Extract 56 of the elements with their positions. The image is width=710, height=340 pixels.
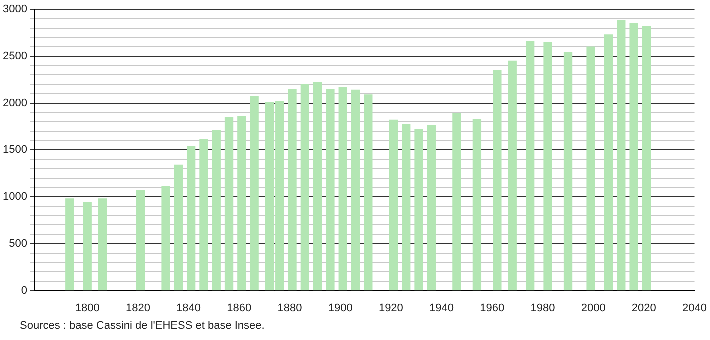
bar (66, 198, 74, 291)
x-tick-label: 1880 (278, 302, 302, 314)
bar (493, 70, 502, 291)
y-tick-label: 2500 (2, 50, 28, 62)
bar (186, 146, 196, 291)
bar (402, 124, 411, 291)
x-tick-label: 1800 (75, 302, 100, 314)
x-tick-label: 1940 (430, 302, 454, 314)
bar (472, 118, 482, 291)
bar (98, 198, 108, 291)
x-tick-label: 1840 (176, 302, 202, 314)
x-tick-label: 1980 (530, 302, 556, 314)
bar (564, 52, 573, 291)
x-tick-label: 1900 (328, 302, 353, 314)
x-tick-label: 1960 (480, 302, 505, 314)
bar (544, 42, 552, 291)
y-tick-label: 3000 (2, 4, 28, 16)
bar (389, 120, 398, 291)
x-tick-label: 1860 (227, 302, 252, 314)
bar (83, 202, 92, 291)
x-tick-label: 2000 (581, 302, 606, 314)
y-tick-label: 1000 (2, 191, 28, 204)
bar (174, 164, 184, 291)
y-tick-label: 2000 (2, 97, 28, 110)
bar (224, 117, 234, 291)
bar (427, 126, 436, 291)
bar (326, 88, 335, 291)
y-tick-label: 1500 (2, 144, 28, 156)
bar (630, 23, 638, 291)
bar (300, 84, 310, 291)
source-note: Sources : base Cassini de l'EHESS et base Insee. (20, 320, 265, 332)
x-tick-label: 2040 (682, 302, 708, 314)
bar (604, 34, 614, 291)
bar (338, 87, 348, 291)
x-tick-label: 1920 (378, 302, 404, 314)
bar (250, 96, 259, 291)
x-tick-label: 1820 (126, 302, 150, 314)
bar (351, 90, 360, 291)
bar (586, 46, 596, 291)
bar (136, 190, 146, 291)
bar (364, 94, 373, 291)
bar (238, 116, 246, 291)
bar (288, 88, 297, 291)
bar (642, 26, 652, 291)
bar (526, 41, 535, 291)
bar (313, 82, 322, 291)
bar (452, 113, 462, 291)
bar (212, 130, 221, 291)
y-tick-label: 500 (9, 238, 28, 250)
bar (414, 129, 424, 291)
x-tick-label: 2020 (632, 302, 656, 314)
bar (508, 60, 517, 291)
bar (200, 140, 208, 291)
y-tick-label: 0 (21, 284, 28, 297)
bar (162, 186, 170, 291)
bar (617, 20, 626, 291)
